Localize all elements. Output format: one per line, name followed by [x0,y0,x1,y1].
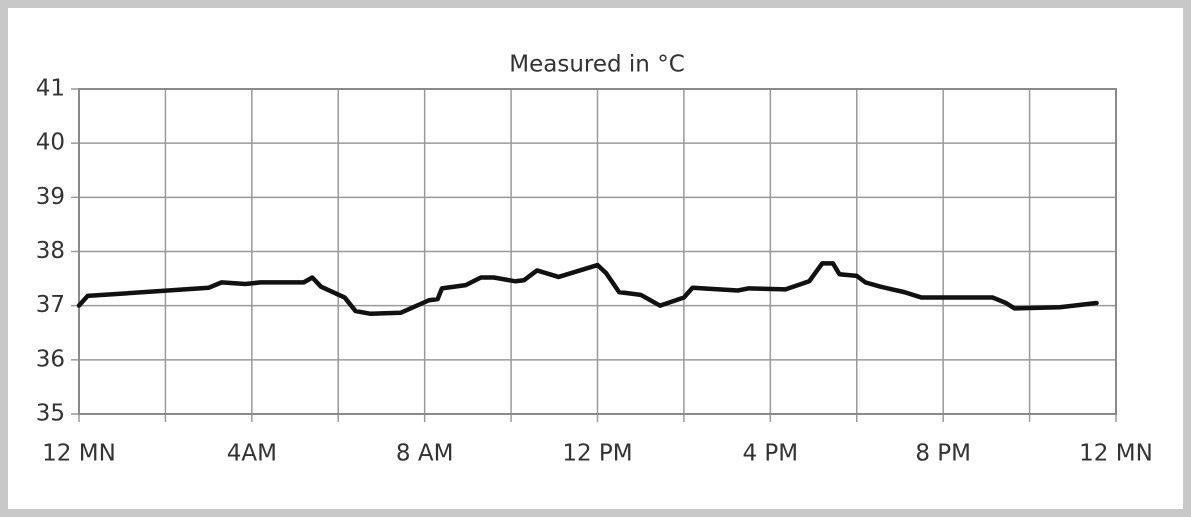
x-tick-label: 12 PM [562,441,632,467]
y-tick-label: 38 [36,238,65,264]
y-tick-label: 41 [36,76,65,102]
x-tick-label: 8 AM [396,441,454,467]
x-tick-label: 12 MN [42,441,116,467]
x-tick-label: 8 PM [915,441,971,467]
y-tick-label: 40 [36,130,65,156]
x-tick-label: 12 MN [1079,441,1153,467]
data-line [76,261,1099,317]
y-tick-label: 39 [36,184,65,210]
x-tick-label: 4AM [227,441,277,467]
y-tick-label: 36 [36,346,65,372]
y-tick-label: 37 [36,292,65,318]
y-tick-label: 35 [36,401,65,427]
plot-border [78,88,1117,415]
chart-title: Measured in °C [509,52,685,78]
x-tick-label: 4 PM [742,441,798,467]
